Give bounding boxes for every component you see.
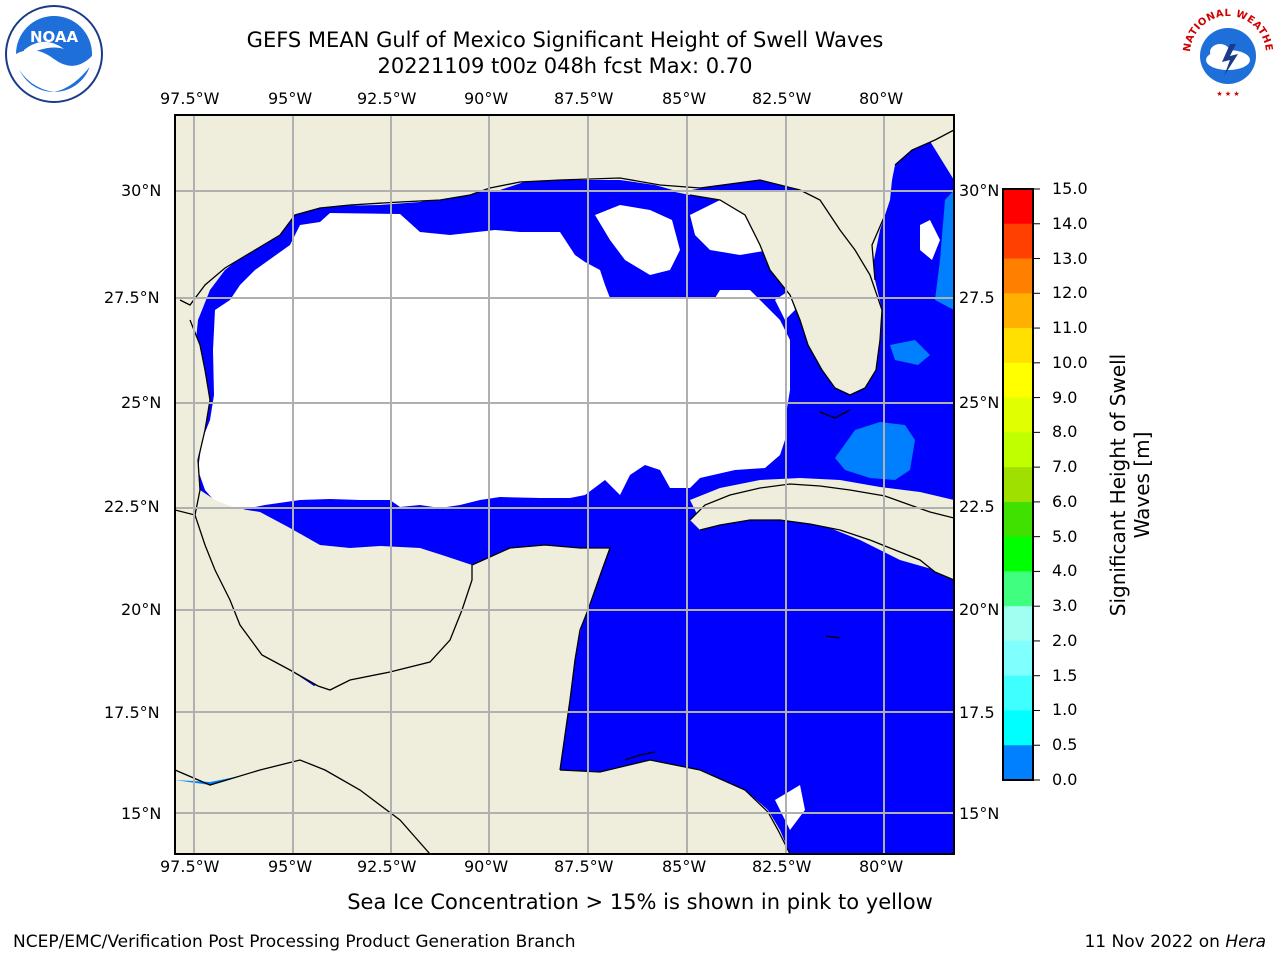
svg-text:★ ★ ★: ★ ★ ★	[1216, 90, 1239, 98]
chart-subtitle: 20221109 t00z 048h fcst Max: 0.70	[377, 54, 753, 78]
colorbar-label: 0.5	[1052, 735, 1078, 755]
colorbar-label: 8.0	[1052, 422, 1078, 442]
lon-tick-top: 97.5°W	[160, 89, 220, 108]
lon-tick-bottom: 87.5°W	[554, 857, 614, 876]
colorbar-swatch	[1003, 640, 1033, 677]
lat-tick-left: 15°N	[121, 804, 162, 823]
lon-tick-top: 92.5°W	[357, 89, 417, 108]
colorbar-title-line1: Significant Height of Swell	[1106, 353, 1130, 617]
lat-tick-left: 25°N	[121, 393, 162, 412]
lat-tick-left: 22.5°N	[104, 497, 160, 516]
no-swell-region	[198, 213, 790, 510]
central-america	[430, 760, 790, 854]
lon-tick-top: 80°W	[859, 89, 904, 108]
lat-tick-left: 20°N	[121, 600, 162, 619]
colorbar	[1002, 188, 1040, 781]
colorbar-swatch	[1003, 571, 1033, 607]
colorbar-label: 14.0	[1052, 213, 1088, 233]
credit-machine: Hera	[1225, 932, 1266, 952]
colorbar-swatch	[1003, 710, 1033, 746]
colorbar-title: Significant Height of Swell Waves [m]	[1106, 354, 1154, 616]
colorbar-label: 4.0	[1052, 561, 1078, 581]
colorbar-swatch	[1003, 189, 1033, 225]
colorbar-label: 9.0	[1052, 387, 1078, 407]
colorbar-swatch	[1003, 536, 1033, 572]
colorbar-swatch	[1003, 223, 1033, 260]
colorbar-swatch	[1003, 293, 1033, 329]
chart-title: GEFS MEAN Gulf of Mexico Significant Hei…	[246, 28, 884, 52]
colorbar-label: 10.0	[1052, 352, 1088, 372]
lat-tick-right: 17.5	[959, 703, 995, 722]
yucatan-peninsula	[175, 300, 610, 854]
colorbar-label: 3.0	[1052, 596, 1078, 616]
lat-tick-right: 15°N	[959, 804, 1000, 823]
colorbar-label: 2.0	[1052, 630, 1078, 650]
colorbar-swatch	[1003, 467, 1033, 503]
lat-tick-right: 30°N	[959, 181, 1000, 200]
lon-tick-bottom: 92.5°W	[357, 857, 417, 876]
colorbar-swatch	[1003, 397, 1033, 433]
lon-tick-top: 87.5°W	[554, 89, 614, 108]
colorbar-label: 5.0	[1052, 526, 1078, 546]
credit-branch: NCEP/EMC/Verification Post Processing Pr…	[13, 932, 576, 952]
no-swell-patch-2	[690, 200, 770, 255]
lon-tick-top: 82.5°W	[752, 89, 812, 108]
credit-date-text: 11 Nov 2022 on	[1084, 932, 1226, 952]
lon-tick-bottom: 82.5°W	[752, 857, 812, 876]
noaa-logo: NOAA	[5, 5, 103, 103]
noaa-logo-text: NOAA	[30, 28, 79, 46]
ocean-swell-patch-bahamas	[835, 422, 915, 480]
no-swell-patch-5	[775, 785, 805, 830]
colorbar-swatch	[1003, 501, 1033, 538]
lon-tick-bottom: 97.5°W	[160, 857, 220, 876]
gulf-coast-north	[175, 115, 830, 305]
sea-ice-caption: Sea Ice Concentration > 15% is shown in …	[347, 890, 933, 914]
map-frame	[174, 114, 955, 855]
lat-tick-right: 27.5	[959, 288, 995, 307]
ocean-swell-patch-east	[890, 340, 930, 365]
colorbar-label: 0.0	[1052, 770, 1078, 789]
lat-tick-left: 17.5°N	[104, 703, 160, 722]
nws-logo: NATIONAL WEATHER SERVICE ★ ★ ★	[1178, 4, 1274, 100]
no-swell-patch-6	[920, 220, 940, 260]
colorbar-label: 15.0	[1052, 179, 1088, 198]
colorbar-title-line2: Waves [m]	[1130, 431, 1154, 539]
colorbar-swatch	[1003, 745, 1033, 781]
colorbar-swatch	[1003, 606, 1033, 642]
lon-tick-bottom: 85°W	[662, 857, 707, 876]
no-swell-patch-1	[595, 205, 680, 275]
colorbar-swatch	[1003, 258, 1033, 294]
colorbar-swatch	[1003, 432, 1033, 468]
colorbar-label: 11.0	[1052, 318, 1088, 338]
lon-tick-top: 90°W	[464, 89, 509, 108]
florida-peninsula	[665, 115, 954, 395]
lon-tick-bottom: 90°W	[464, 857, 509, 876]
lat-tick-right: 22.5	[959, 497, 995, 516]
no-swell-patch-4	[218, 350, 245, 385]
colorbar-label: 12.0	[1052, 283, 1088, 303]
lat-tick-left: 30°N	[121, 181, 162, 200]
credit-date: 11 Nov 2022 on Hera	[1084, 932, 1266, 952]
colorbar-label: 7.0	[1052, 457, 1078, 477]
colorbar-swatch	[1003, 675, 1033, 711]
colorbar-swatch	[1003, 328, 1033, 364]
lon-tick-bottom: 80°W	[859, 857, 904, 876]
colorbar-label: 1.0	[1052, 700, 1078, 720]
lon-tick-top: 85°W	[662, 89, 707, 108]
colorbar-label: 1.5	[1052, 665, 1078, 685]
lon-tick-top: 95°W	[268, 89, 313, 108]
ocean-swell-patch-atlantic	[935, 190, 954, 310]
graticule	[175, 115, 954, 854]
colorbar-swatch	[1003, 362, 1033, 399]
colorbar-label: 6.0	[1052, 491, 1078, 511]
lat-tick-right: 20°N	[959, 600, 1000, 619]
lat-tick-right: 25°N	[959, 393, 1000, 412]
lon-tick-bottom: 95°W	[268, 857, 313, 876]
lat-tick-left: 27.5°N	[104, 288, 160, 307]
colorbar-label: 13.0	[1052, 248, 1088, 268]
